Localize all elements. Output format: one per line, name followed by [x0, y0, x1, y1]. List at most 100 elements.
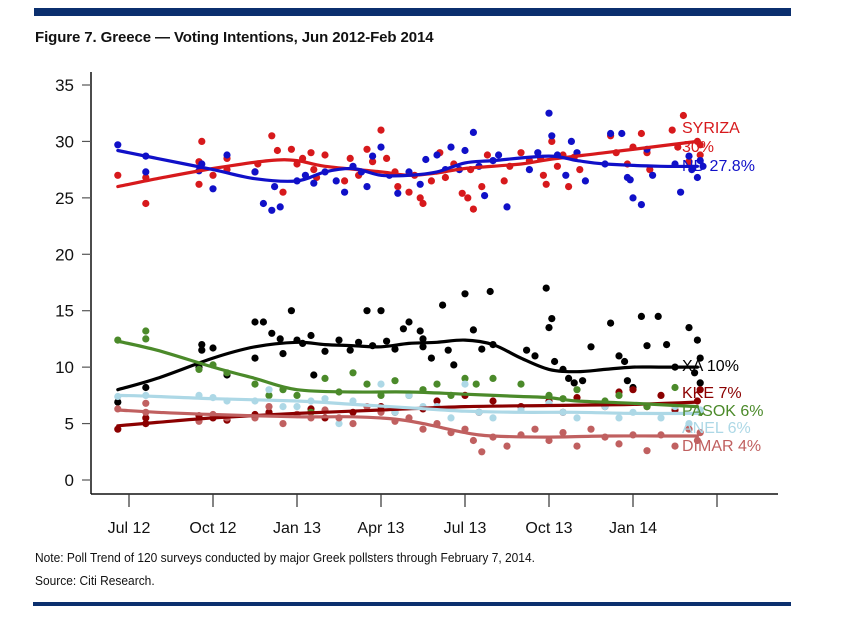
data-point: [369, 152, 377, 160]
data-point: [142, 199, 150, 208]
data-point: [405, 188, 413, 196]
data-point: [542, 180, 550, 188]
trend-line-xa: [116, 338, 699, 392]
y-tick-label: 5: [65, 415, 74, 434]
data-point: [685, 420, 693, 428]
data-point: [416, 180, 424, 188]
data-point: [377, 307, 385, 315]
data-point: [394, 183, 402, 191]
data-point: [391, 345, 399, 353]
data-point: [525, 166, 534, 174]
data-point: [427, 177, 435, 185]
data-point: [416, 327, 424, 335]
data-point: [573, 414, 581, 422]
data-point: [478, 448, 486, 456]
data-point: [114, 141, 122, 149]
data-point: [545, 109, 553, 117]
data-point: [671, 442, 679, 450]
data-point: [539, 171, 548, 179]
data-point: [534, 149, 542, 157]
data-point: [472, 380, 480, 388]
data-point: [321, 374, 329, 382]
data-point: [198, 341, 206, 349]
data-point: [637, 129, 646, 138]
data-point: [363, 145, 371, 153]
data-point: [458, 189, 466, 197]
data-point: [377, 143, 385, 151]
data-point: [265, 403, 273, 411]
data-point: [486, 287, 494, 296]
data-point: [469, 436, 477, 445]
data-point: [545, 324, 553, 332]
data-point: [548, 137, 556, 145]
data-point: [279, 420, 287, 428]
data-point: [559, 429, 567, 437]
data-point: [142, 399, 150, 407]
series-label-anel: ANEL 6%: [682, 420, 751, 437]
data-point: [377, 126, 385, 134]
data-point: [369, 158, 377, 166]
data-point: [623, 377, 632, 385]
data-point: [649, 171, 657, 179]
data-point: [551, 357, 559, 366]
data-point: [461, 374, 469, 382]
trend-line-nd: [116, 148, 699, 183]
data-point: [503, 442, 511, 450]
data-point: [565, 374, 573, 382]
data-point: [657, 414, 665, 422]
y-tick-label: 20: [55, 245, 74, 264]
data-point: [265, 391, 273, 399]
data-point: [377, 380, 385, 388]
data-point: [691, 369, 699, 377]
data-point: [195, 365, 203, 373]
data-point: [439, 301, 447, 309]
data-point: [685, 158, 693, 166]
series-label-xa: XA 10%: [682, 358, 739, 375]
data-point: [363, 380, 371, 388]
data-point: [279, 188, 287, 196]
data-point: [259, 199, 267, 208]
x-tick-label: Apr 13: [357, 520, 404, 537]
data-point: [696, 379, 704, 387]
header-bar: [34, 8, 791, 16]
data-point: [419, 425, 427, 433]
data-point: [251, 168, 259, 176]
points-xa: [114, 284, 704, 406]
data-point: [287, 307, 295, 315]
data-point: [696, 386, 704, 394]
data-point: [615, 352, 623, 360]
data-point: [696, 141, 704, 149]
data-point: [671, 383, 679, 392]
data-point: [268, 132, 276, 140]
data-point: [696, 406, 704, 414]
data-point: [565, 183, 573, 191]
data-point: [699, 162, 707, 170]
data-point: [279, 403, 287, 411]
series-label-syriza: SYRIZA: [682, 120, 740, 137]
data-point: [447, 143, 455, 151]
data-point: [629, 194, 637, 202]
data-point: [523, 346, 531, 354]
footer-bar: [33, 602, 791, 606]
y-tick-label: 10: [55, 358, 74, 377]
axes: [90, 72, 778, 495]
series-label-pasok: PASOK 6%: [682, 403, 764, 420]
data-point: [696, 157, 704, 165]
data-point: [271, 183, 279, 191]
x-tick-label: Oct 13: [525, 520, 572, 537]
data-point: [696, 151, 704, 159]
chart-title: Figure 7. Greece — Voting Intentions, Ju…: [35, 29, 434, 46]
data-point: [276, 335, 284, 343]
data-point: [615, 414, 623, 422]
data-point: [469, 128, 477, 136]
data-point: [646, 166, 654, 174]
data-point: [195, 180, 203, 188]
data-point: [335, 420, 343, 428]
data-point: [419, 335, 427, 343]
data-point: [307, 149, 315, 157]
trend-lines: [116, 139, 699, 439]
data-point: [668, 126, 676, 134]
data-point: [663, 341, 671, 349]
x-tick-label: Oct 12: [189, 520, 236, 537]
